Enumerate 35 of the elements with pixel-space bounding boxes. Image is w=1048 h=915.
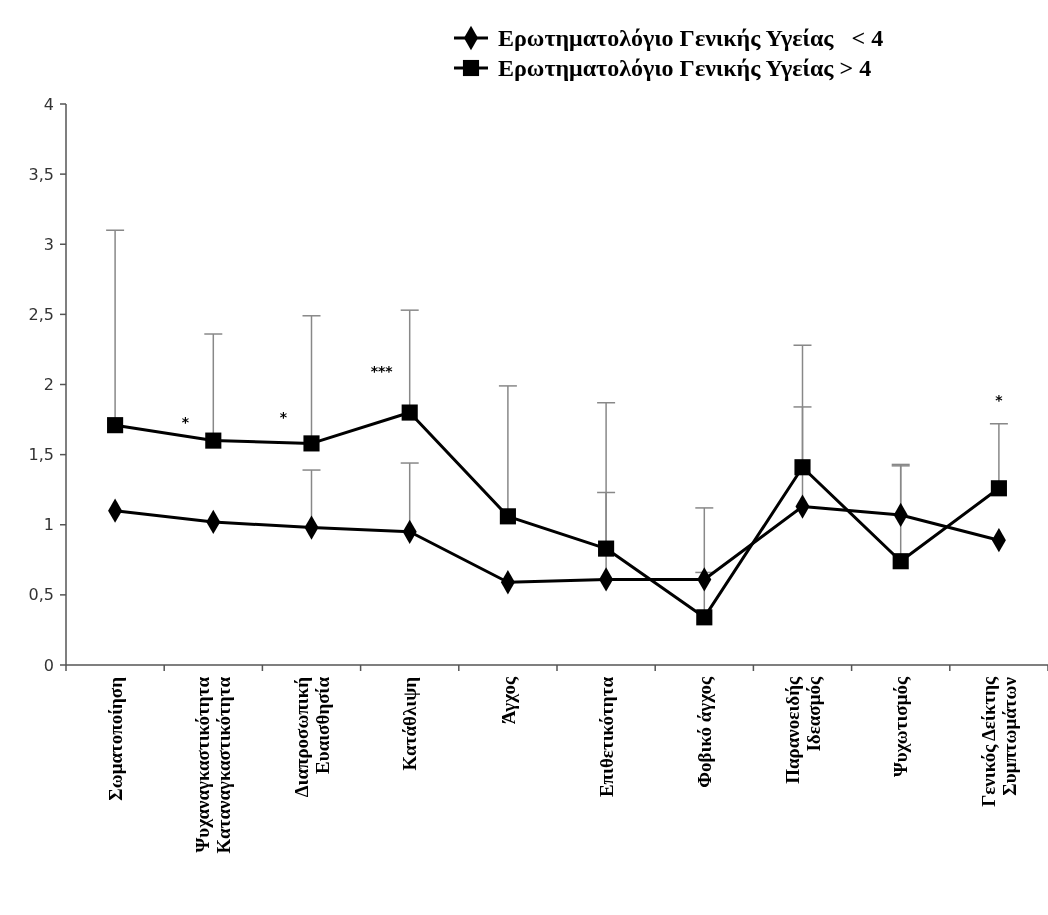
point [499, 508, 516, 525]
x-tick-label: Σωματοποίηση [104, 677, 126, 801]
y-tick-label: 2 [43, 375, 54, 395]
y-tick-label: 3 [43, 234, 54, 254]
point [794, 459, 811, 476]
point [303, 435, 320, 452]
x-tick-label: Επιθετικότητα [595, 676, 617, 798]
y-tick-label: 1,5 [28, 445, 54, 465]
x-tick-label: Κατάθλιψη [399, 677, 421, 771]
legend-label: Ερωτηματολόγιο Γενικής Υγείας > 4 [498, 55, 872, 82]
y-tick-label: 3,5 [28, 164, 54, 184]
y-tick-label: 2,5 [28, 304, 54, 324]
point [107, 417, 124, 434]
x-tick-label: Ψυχωτισμός [890, 676, 912, 778]
x-tick-label: Ψυχαναγκαστικότητα Καταναγκαστικότητα [192, 676, 235, 854]
y-tick-label: 0,5 [28, 585, 54, 605]
point [696, 609, 713, 626]
y-tick-label: 0 [43, 655, 54, 675]
x-tick-label: Παρανοειδής Ιδεασμός [781, 676, 824, 784]
x-tick-label: Φοβικό άγχος [693, 676, 715, 788]
point [205, 432, 222, 449]
annotation: * [181, 413, 190, 430]
annotation: * [995, 391, 1004, 408]
x-tick-label: Γενικός Δείκτης Συμπτωμάτων [978, 676, 1021, 807]
point [990, 480, 1007, 497]
annotation: *** [370, 363, 394, 380]
annotation: * [279, 409, 288, 426]
y-tick-label: 1 [43, 515, 54, 535]
point [401, 404, 418, 421]
legend-label: Ερωτηματολόγιο Γενικής Υγείας < 4 [498, 25, 884, 52]
point [598, 540, 615, 557]
x-tick-label: Άγχος [497, 676, 519, 725]
y-tick-label: 4 [43, 94, 54, 114]
point [892, 553, 909, 570]
x-tick-label: Διαπροσωπική Ευαισθησία [290, 676, 333, 798]
